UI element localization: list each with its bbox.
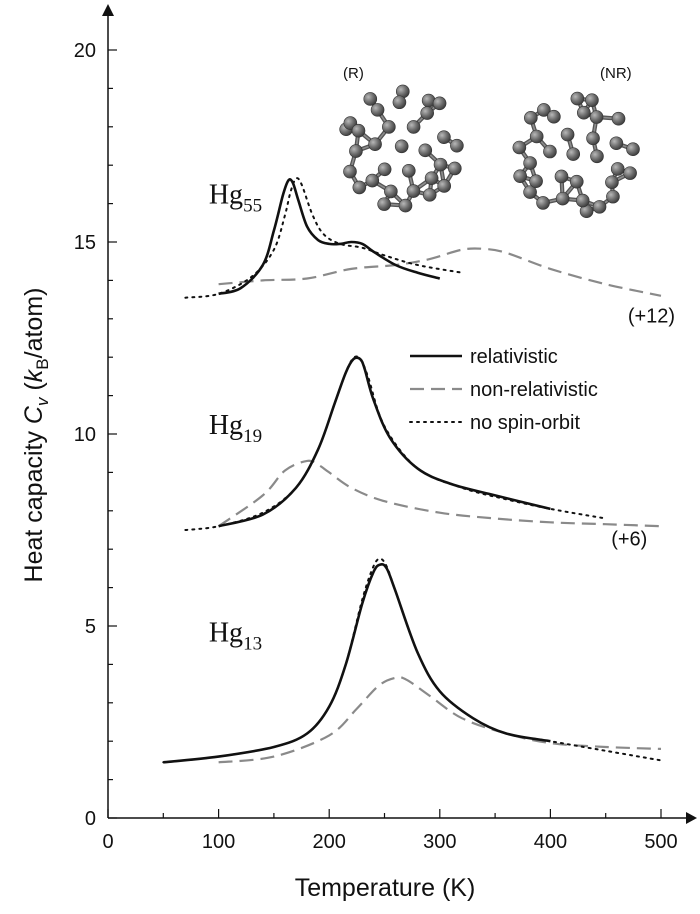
atom — [392, 95, 407, 110]
cluster-structure-relativistic — [339, 84, 464, 213]
atom — [401, 163, 416, 178]
x-tick-label: 300 — [423, 831, 456, 853]
atom — [420, 106, 434, 120]
atom — [554, 169, 569, 184]
x-tick-label: 400 — [534, 831, 567, 853]
series-line-hg13-no-spin-orbit — [162, 557, 662, 764]
atom — [623, 166, 637, 180]
x-tick-label: 0 — [102, 831, 113, 853]
atom — [398, 198, 413, 213]
atom — [543, 144, 557, 159]
atom — [437, 179, 451, 193]
series-layer — [162, 177, 662, 764]
atom — [560, 127, 575, 142]
legend-label-relativistic: relativistic — [470, 346, 558, 368]
structure-label-r: (R) — [343, 65, 364, 82]
x-axis-title: Temperature (K) — [295, 874, 476, 902]
atom — [418, 143, 433, 158]
atom — [406, 184, 421, 198]
atom — [606, 189, 620, 204]
series-line-hg55-non-relativistic — [218, 247, 662, 297]
series-line-hg55-relativistic — [218, 178, 441, 296]
atom — [592, 200, 607, 214]
atom — [448, 161, 462, 176]
atom — [569, 174, 584, 189]
y-tick-label: 0 — [85, 808, 96, 830]
atom — [575, 193, 590, 208]
atom — [377, 197, 391, 211]
offset-label-hg55: (+12) — [628, 306, 675, 328]
atom — [363, 92, 378, 106]
axes: 0 100 200 300 400 500 0 5 10 15 20 — [74, 4, 697, 853]
series-line-hg13-relativistic — [163, 562, 551, 764]
cluster-label-hg19: Hg19 — [209, 410, 262, 447]
atom — [547, 109, 561, 124]
y-tick-label: 15 — [74, 232, 96, 254]
atom — [406, 120, 421, 134]
atom — [422, 188, 437, 202]
cluster-label-hg13: Hg13 — [209, 617, 262, 654]
atom — [609, 136, 624, 151]
atom — [555, 191, 570, 206]
series-line-hg19-relativistic — [218, 356, 551, 528]
atom — [512, 140, 527, 155]
atom — [566, 147, 581, 161]
atom — [605, 175, 619, 190]
atom — [351, 123, 366, 138]
y-axis-arrow — [102, 4, 114, 16]
series-line-hg19-non-relativistic — [217, 459, 662, 528]
atom — [377, 162, 392, 177]
cluster-label-hg55: Hg55 — [209, 180, 262, 217]
atom — [349, 144, 363, 158]
y-axis-title: Heat capacity Cv (kB/atom) — [20, 288, 52, 583]
atom — [523, 185, 537, 199]
offset-label-hg19: (+6) — [611, 528, 647, 550]
atom — [450, 138, 464, 153]
cluster-structure-non-relativistic — [512, 91, 640, 219]
atom — [424, 171, 439, 185]
y-tick-label: 5 — [85, 616, 96, 638]
atom — [432, 96, 447, 111]
atom — [529, 129, 544, 144]
atom — [536, 196, 550, 210]
x-tick-label: 100 — [202, 831, 235, 853]
atom — [382, 120, 396, 134]
atom — [513, 169, 527, 183]
atom — [433, 157, 448, 172]
y-tick-label: 20 — [74, 40, 96, 62]
legend: relativistic non-relativistic no spin-orbi… — [409, 346, 598, 434]
atom — [523, 156, 537, 170]
atom — [570, 91, 585, 106]
structure-label-nr: (NR) — [600, 65, 632, 82]
atom — [529, 174, 543, 188]
labels-layer: Hg55 (+12) Hg19 (+6) Hg13 — [209, 180, 675, 655]
atom — [537, 103, 551, 117]
atom — [577, 105, 591, 120]
x-tick-label: 200 — [313, 831, 346, 853]
atom — [611, 111, 626, 126]
atom — [365, 173, 380, 188]
atom — [437, 130, 451, 144]
atom — [589, 110, 604, 124]
legend-label-non-relativistic: non-relativistic — [470, 379, 598, 401]
atom — [586, 131, 600, 146]
atom — [610, 162, 625, 176]
x-axis-arrow — [686, 812, 697, 824]
atom — [368, 137, 382, 152]
series-line-hg13-non-relativistic — [218, 676, 662, 764]
x-tick-label: 500 — [644, 831, 677, 853]
atom — [352, 180, 367, 195]
atom — [524, 111, 538, 125]
atom — [590, 149, 604, 164]
atom — [626, 142, 640, 156]
atom — [384, 184, 398, 199]
atom — [370, 103, 385, 117]
atom — [343, 164, 357, 179]
atom — [585, 93, 599, 107]
atom — [394, 139, 409, 154]
y-tick-label: 10 — [74, 424, 96, 446]
legend-label-no-spin-orbit: no spin-orbit — [470, 412, 581, 434]
